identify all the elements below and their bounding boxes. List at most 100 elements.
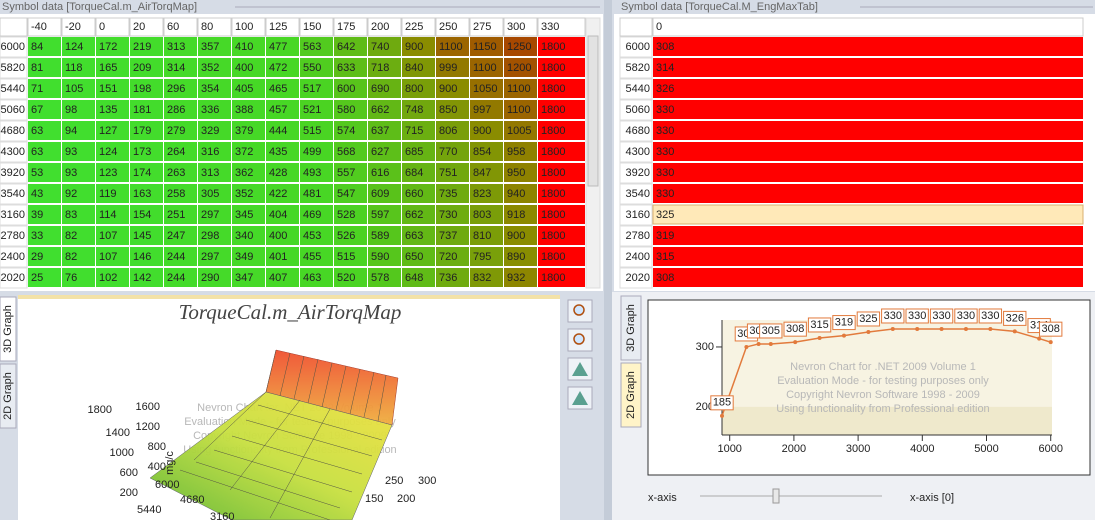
cell-value: 1050 bbox=[473, 83, 497, 95]
cell bbox=[436, 121, 469, 140]
cell-value: 997 bbox=[473, 104, 491, 116]
tab-2d[interactable] bbox=[620, 362, 642, 428]
tab-label[interactable]: 3D Graph bbox=[2, 305, 14, 353]
row-header: 2780 bbox=[626, 230, 650, 242]
cell-value: 316 bbox=[201, 146, 219, 158]
axis-title: mg/c bbox=[164, 451, 176, 475]
cell bbox=[470, 121, 503, 140]
cell-value: 145 bbox=[133, 230, 151, 242]
x-tick-label: 3000 bbox=[846, 443, 870, 455]
tab-label[interactable]: 2D Graph bbox=[625, 371, 637, 419]
y-tick-label: 4680 bbox=[180, 494, 204, 506]
cell-value: 547 bbox=[337, 188, 355, 200]
column-header: 80 bbox=[201, 21, 213, 33]
cell bbox=[198, 163, 231, 182]
header-cell bbox=[129, 17, 164, 37]
row-header: 2780 bbox=[1, 230, 25, 242]
surface-body bbox=[149, 391, 393, 520]
cell-value: 81 bbox=[31, 62, 43, 74]
data-label-box bbox=[832, 315, 856, 331]
slider-thumb[interactable] bbox=[772, 488, 780, 504]
cell bbox=[653, 37, 1083, 56]
row-header: 6000 bbox=[626, 41, 650, 53]
row-header: 4680 bbox=[1, 125, 25, 137]
y-tick-label: 6000 bbox=[155, 479, 179, 491]
header-cell bbox=[299, 17, 334, 37]
cell-value: 33 bbox=[31, 230, 43, 242]
cell-value: 642 bbox=[337, 41, 355, 53]
column-header: 0 bbox=[99, 21, 105, 33]
header-cell bbox=[231, 17, 266, 37]
tab-3d[interactable] bbox=[0, 296, 17, 362]
cell-value: 890 bbox=[507, 251, 525, 263]
cell bbox=[164, 37, 197, 56]
cell bbox=[62, 58, 95, 77]
x-tick-label: 150 bbox=[365, 493, 383, 505]
cell-value: 263 bbox=[167, 167, 185, 179]
tab-2d[interactable] bbox=[0, 363, 17, 429]
cell bbox=[164, 163, 197, 182]
cell bbox=[130, 37, 163, 56]
cell-value: 330 bbox=[656, 125, 674, 137]
row-header: 3540 bbox=[1, 188, 25, 200]
scroll-thumb[interactable] bbox=[587, 35, 599, 187]
selected-cell bbox=[652, 204, 1084, 225]
cell-value: 163 bbox=[133, 188, 151, 200]
column-header: 100 bbox=[235, 21, 253, 33]
header-cell bbox=[652, 17, 1084, 37]
cell-value: 336 bbox=[201, 104, 219, 116]
z-tick-label: 1600 bbox=[136, 401, 160, 413]
tab-3d[interactable] bbox=[620, 295, 642, 361]
cell bbox=[266, 205, 299, 224]
cell-value: 465 bbox=[269, 83, 287, 95]
column-header: -20 bbox=[65, 21, 81, 33]
row-header-cell bbox=[0, 246, 28, 268]
x-tick-label: 5000 bbox=[974, 443, 998, 455]
row-header: 4680 bbox=[626, 125, 650, 137]
cell bbox=[470, 100, 503, 119]
cell bbox=[334, 247, 367, 266]
icon bbox=[573, 333, 585, 345]
cell-value: 578 bbox=[371, 272, 389, 284]
icon bbox=[572, 391, 588, 405]
cell-value: 1800 bbox=[541, 41, 565, 53]
cell bbox=[266, 226, 299, 245]
cell-value: 286 bbox=[167, 104, 185, 116]
cell bbox=[198, 268, 231, 287]
cell-value: 444 bbox=[269, 125, 287, 137]
cell-value: 528 bbox=[337, 209, 355, 221]
surface bbox=[149, 349, 399, 520]
cell bbox=[28, 247, 61, 266]
data-label: 330 bbox=[884, 310, 902, 322]
cell-value: 637 bbox=[371, 125, 389, 137]
cell bbox=[436, 79, 469, 98]
cell bbox=[436, 58, 469, 77]
row-header-cell bbox=[619, 267, 653, 289]
splitter[interactable] bbox=[604, 0, 612, 520]
cell-value: 172 bbox=[99, 41, 117, 53]
cell bbox=[62, 184, 95, 203]
cell bbox=[198, 79, 231, 98]
tab-label[interactable]: 2D Graph bbox=[2, 372, 14, 420]
cell-value: 958 bbox=[507, 146, 525, 158]
data-label: 330 bbox=[981, 310, 999, 322]
z-tick-label: 1800 bbox=[88, 404, 112, 416]
x-tick-label: 300 bbox=[418, 475, 436, 487]
data-label-box bbox=[881, 308, 905, 324]
icon bbox=[572, 362, 588, 376]
cell bbox=[300, 121, 333, 140]
cell-value: 663 bbox=[405, 230, 423, 242]
data-label: 319 bbox=[835, 316, 853, 328]
cell bbox=[300, 58, 333, 77]
cell-value: 600 bbox=[337, 83, 355, 95]
cell bbox=[266, 37, 299, 56]
cell-value: 854 bbox=[473, 146, 491, 158]
header-cell bbox=[537, 17, 586, 37]
tab-label[interactable]: 3D Graph bbox=[625, 304, 637, 352]
cell bbox=[28, 226, 61, 245]
column-header: -40 bbox=[31, 21, 47, 33]
cell bbox=[28, 121, 61, 140]
cell bbox=[300, 163, 333, 182]
cell bbox=[198, 247, 231, 266]
row-header: 5440 bbox=[626, 83, 650, 95]
